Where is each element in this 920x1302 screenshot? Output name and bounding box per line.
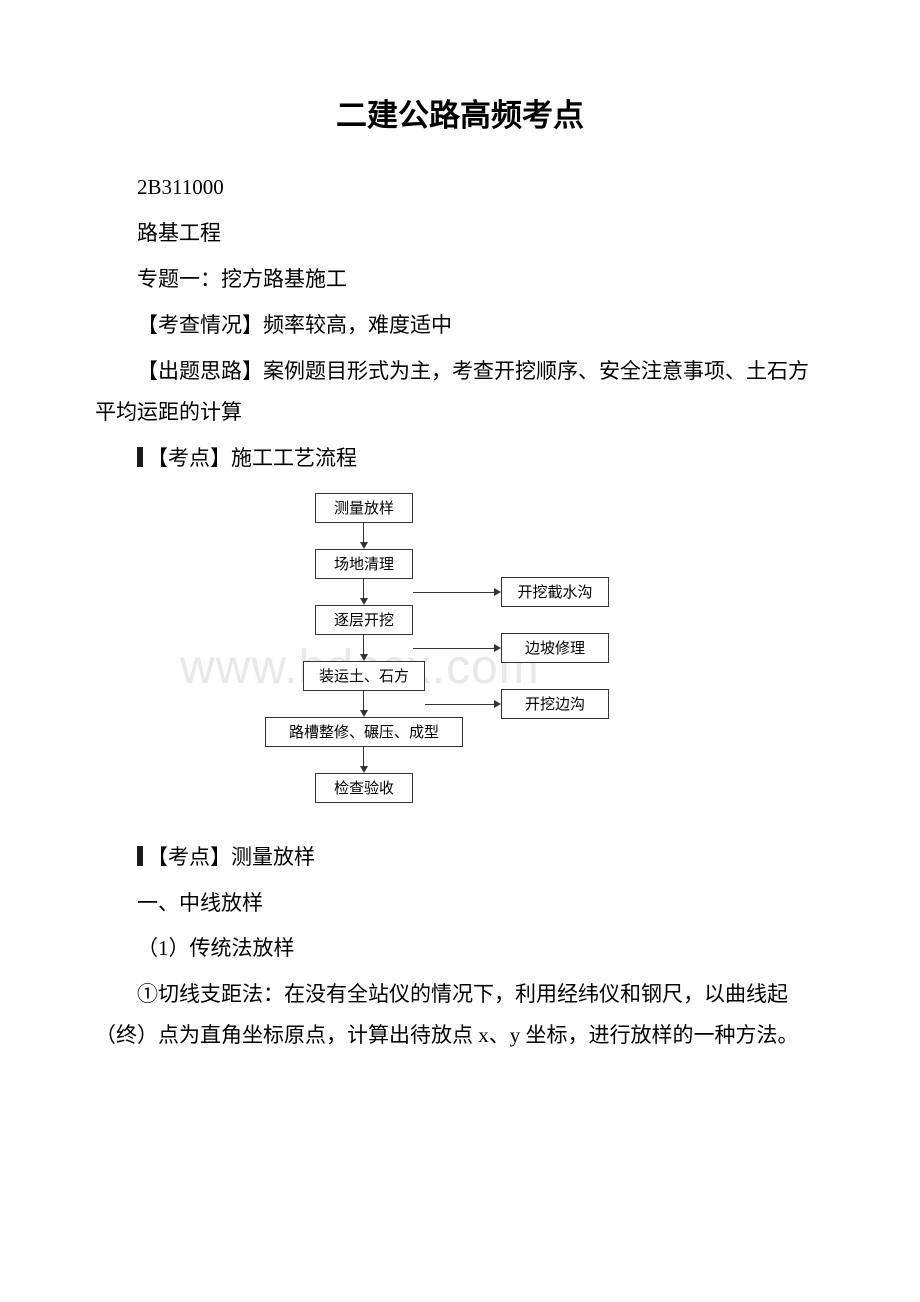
flow-arrow-down-4 (360, 766, 368, 773)
project-line: 路基工程 (95, 213, 825, 254)
flow-vline-2 (363, 635, 364, 654)
flow-hline-0 (413, 592, 494, 593)
flow-node-n6: 检查验收 (315, 773, 413, 803)
flow-vline-4 (363, 747, 364, 766)
flow-node-n4: 装运土、石方 (303, 661, 425, 691)
flow-node-n5: 路槽整修、碾压、成型 (265, 717, 463, 747)
flow-arrow-down-0 (360, 542, 368, 549)
kp2-text: 【考点】测量放样 (147, 845, 315, 869)
flow-arrow-down-1 (360, 598, 368, 605)
process-flowchart: 测量放样场地清理逐层开挖装运土、石方路槽整修、碾压、成型检查验收 开挖截水沟边坡修… (265, 493, 645, 823)
flow-node-s2: 边坡修理 (501, 633, 609, 663)
bar-icon (137, 846, 143, 866)
keypoint-2: 【考点】测量放样 (95, 837, 825, 878)
flow-vline-3 (363, 691, 364, 710)
keypoint-1: 【考点】施工工艺流程 (95, 438, 825, 479)
flow-arrow-right-2 (494, 700, 501, 708)
flow-vline-0 (363, 523, 364, 542)
topic-line: 专题一：挖方路基施工 (95, 259, 825, 300)
document-content: 二建公路高频考点 2B311000 路基工程 专题一：挖方路基施工 【考查情况】… (95, 90, 825, 1056)
flow-node-s3: 开挖边沟 (501, 689, 609, 719)
flow-node-s1: 开挖截水沟 (501, 577, 609, 607)
flow-node-n3: 逐层开挖 (315, 605, 413, 635)
flow-hline-2 (425, 704, 494, 705)
subpara-1: （1）传统法放样 (95, 928, 825, 969)
heading-1: 一、中线放样 (95, 883, 825, 924)
flow-node-n2: 场地清理 (315, 549, 413, 579)
frequency-line: 【考查情况】频率较高，难度适中 (95, 305, 825, 346)
bar-icon (137, 447, 143, 467)
idea-line: 【出题思路】案例题目形式为主，考查开挖顺序、安全注意事项、土石方平均运距的计算 (95, 351, 825, 433)
flow-arrow-right-0 (494, 588, 501, 596)
flow-arrow-right-1 (494, 644, 501, 652)
flow-arrow-down-3 (360, 710, 368, 717)
flow-vline-1 (363, 579, 364, 598)
flow-node-n1: 测量放样 (315, 493, 413, 523)
subpara-2: ①切线支距法：在没有全站仪的情况下，利用经纬仪和钢尺，以曲线起（终）点为直角坐标… (95, 974, 825, 1056)
flow-hline-1 (413, 648, 494, 649)
flow-arrow-down-2 (360, 654, 368, 661)
code-line: 2B311000 (95, 167, 825, 208)
kp1-text: 【考点】施工工艺流程 (147, 446, 357, 470)
page-title: 二建公路高频考点 (95, 90, 825, 135)
